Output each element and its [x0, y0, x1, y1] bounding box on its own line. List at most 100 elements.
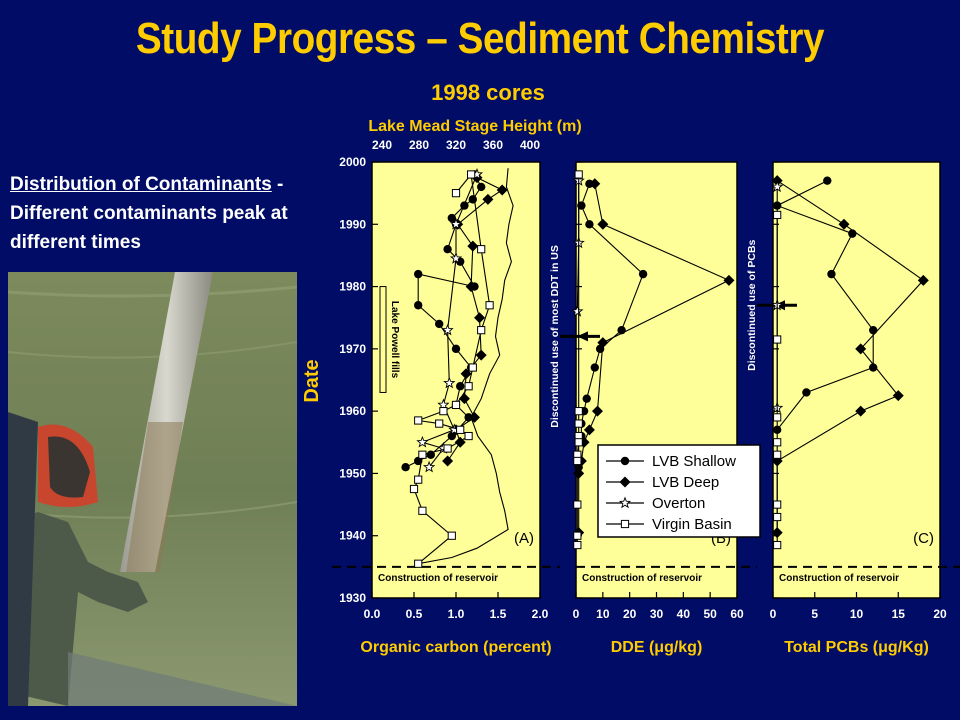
series-point	[620, 456, 630, 466]
series-point	[437, 398, 450, 411]
series-point	[471, 172, 483, 184]
series-point	[439, 407, 448, 416]
legend-label: Virgin Basin	[652, 516, 732, 533]
x-tick-label: 50	[703, 607, 717, 621]
series-point	[451, 220, 461, 229]
construction-label: Construction of reservoir	[779, 573, 899, 584]
data-series	[401, 170, 486, 472]
series-point	[414, 416, 423, 425]
top-tick-label: 320	[446, 138, 466, 152]
data-series	[770, 180, 784, 414]
series-point	[418, 450, 427, 459]
series-point	[589, 178, 601, 190]
series-point	[447, 431, 456, 441]
series-point	[578, 436, 590, 448]
legend-label: Overton	[652, 495, 705, 512]
series-line	[576, 180, 580, 312]
data-series	[416, 168, 484, 473]
y-tick-label: 1940	[339, 529, 366, 543]
series-point	[418, 506, 427, 515]
slide-subtitle: 1998 cores	[431, 80, 545, 105]
series-point	[435, 419, 444, 428]
series-point	[838, 218, 850, 230]
series-point	[423, 460, 436, 473]
series-point	[437, 442, 450, 454]
data-series	[574, 179, 648, 472]
series-point	[771, 175, 783, 187]
series-point	[451, 400, 461, 410]
series-point	[426, 450, 435, 459]
series-point	[573, 450, 582, 459]
series-point	[470, 282, 479, 291]
series-line	[776, 180, 925, 533]
series-point	[449, 217, 463, 230]
series-point	[771, 527, 783, 539]
x-tick-label: 60	[730, 607, 744, 621]
data-series	[771, 175, 929, 539]
series-point	[802, 388, 811, 397]
series-point	[590, 363, 599, 372]
series-point	[771, 455, 783, 467]
x-axis-title: Organic carbon (percent)	[360, 639, 551, 656]
series-point	[572, 236, 585, 249]
x-tick-label: 10	[596, 607, 610, 621]
x-tick-label: 1.5	[490, 607, 507, 621]
series-point	[585, 179, 594, 188]
series-point	[917, 274, 929, 286]
y-tick-label: 1990	[339, 217, 366, 231]
series-point	[401, 463, 410, 472]
series-point	[448, 423, 461, 436]
series-point	[573, 531, 582, 540]
series-point	[452, 218, 464, 230]
series-point	[574, 438, 583, 447]
series-point	[869, 363, 878, 372]
series-point	[575, 455, 587, 467]
series-point	[582, 394, 591, 403]
series-point	[447, 531, 456, 540]
y-tick-label: 1960	[339, 404, 366, 418]
data-series	[772, 176, 878, 435]
chart-panels: Construction of reservoir 0.0 0.5 1.0 1.5 2.0…	[332, 161, 960, 656]
series-point	[443, 376, 456, 389]
series-point	[458, 393, 470, 405]
data-series	[773, 210, 782, 550]
series-point	[848, 229, 857, 238]
series-point	[571, 305, 584, 317]
series-point	[573, 467, 585, 479]
series-point	[572, 174, 585, 186]
x-axis-title: Total PCBs (μg/Kg)	[784, 639, 929, 656]
panel-tag: (B)	[711, 530, 731, 547]
series-point	[772, 425, 782, 435]
top-tick-label: 400	[520, 138, 540, 152]
series-point	[827, 269, 836, 279]
series-point	[620, 519, 630, 529]
series-point	[477, 182, 486, 192]
panel-background	[772, 161, 941, 599]
x-tick-label: 0	[770, 607, 777, 621]
series-point	[770, 180, 784, 193]
series-point	[773, 335, 782, 344]
series-point	[475, 349, 487, 361]
series-point	[597, 337, 609, 349]
series-point	[416, 435, 429, 448]
x-tick-label: 1.0	[448, 607, 465, 621]
series-point	[443, 444, 452, 453]
x-tick-label: 10	[850, 607, 864, 621]
series-point	[619, 476, 631, 488]
x-tick-label: 0.5	[406, 607, 423, 621]
series-point	[482, 193, 494, 205]
series-point	[595, 344, 605, 354]
series-point	[460, 368, 472, 380]
series-point	[467, 170, 476, 179]
series-point	[574, 431, 583, 441]
series-point	[574, 407, 583, 416]
series-point	[464, 382, 473, 391]
top-tick-label: 240	[372, 138, 392, 152]
series-point	[823, 176, 832, 185]
x-tick-label: 20	[933, 607, 947, 621]
series-point	[573, 527, 585, 539]
x-tick-label: 20	[623, 607, 637, 621]
series-point	[470, 170, 479, 179]
series-point	[577, 201, 586, 210]
series-point	[467, 240, 479, 252]
